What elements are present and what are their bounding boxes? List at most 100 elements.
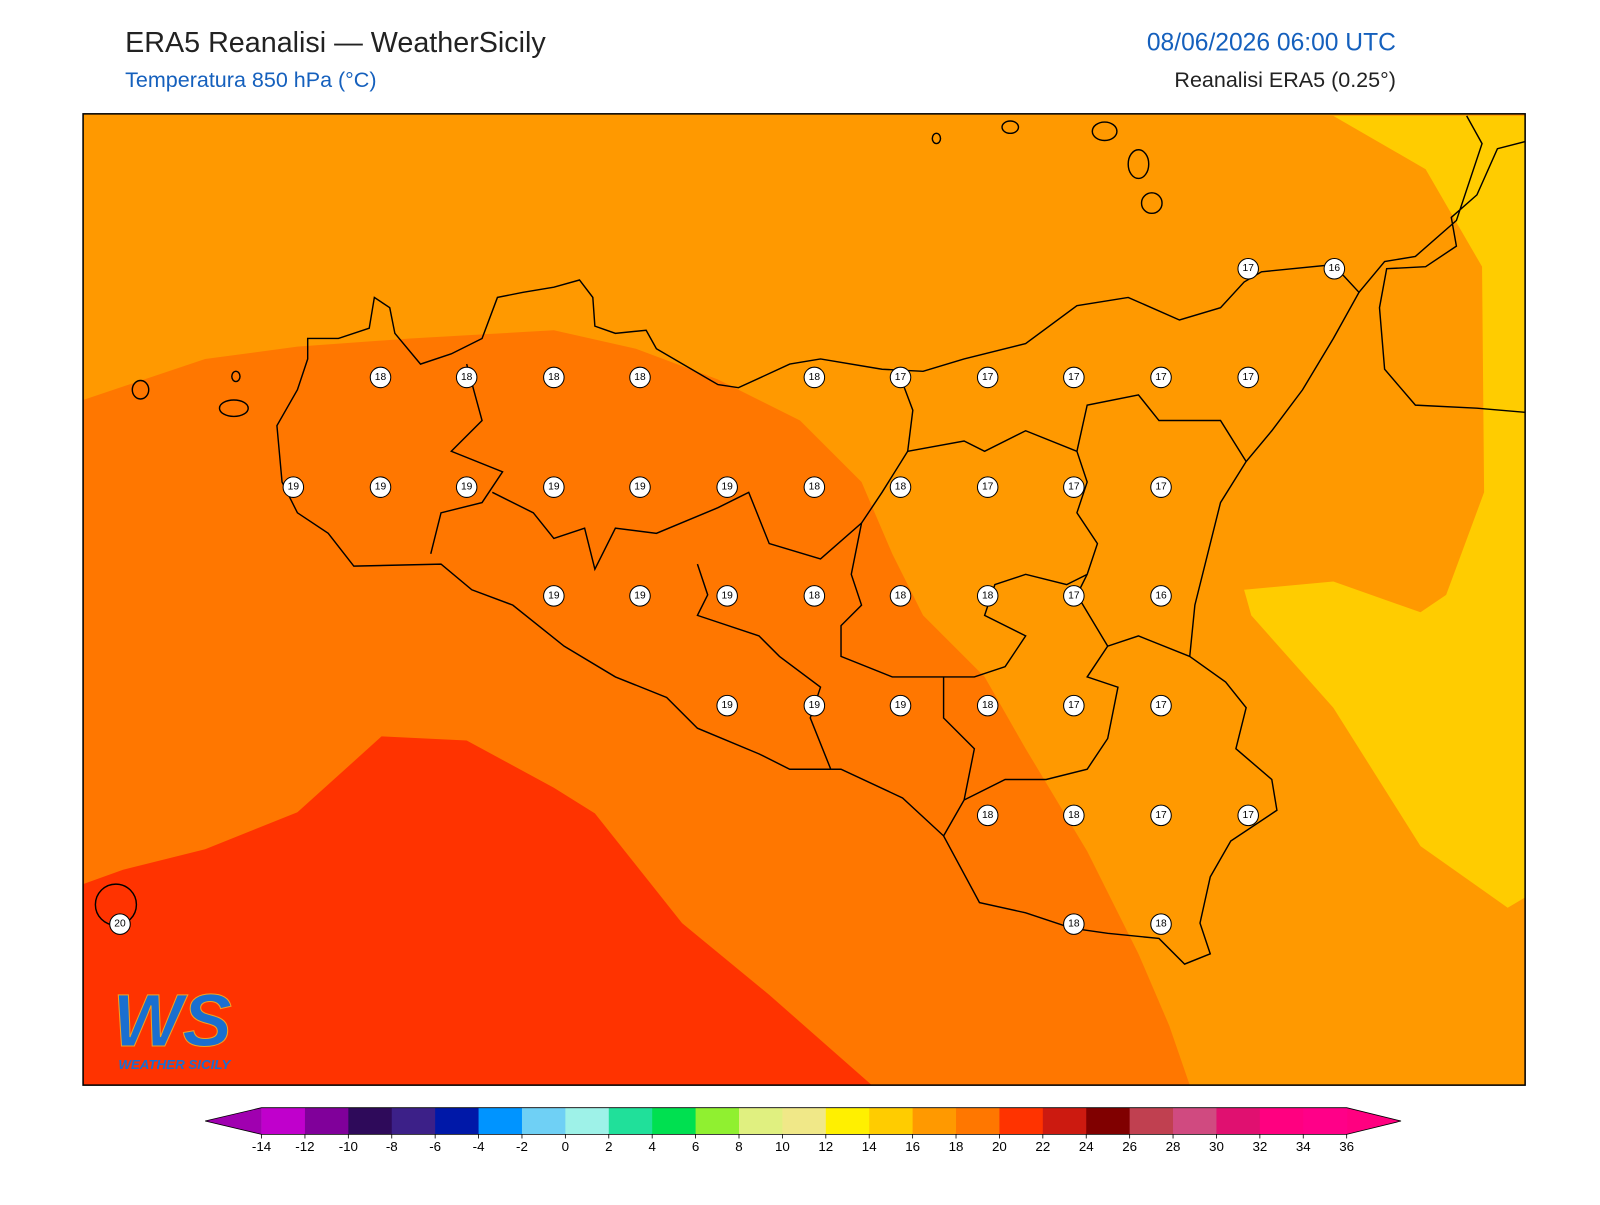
logo: WS WEATHER SICILY <box>112 979 232 1073</box>
station-marker <box>1150 913 1172 935</box>
station-value: 17 <box>1155 700 1167 711</box>
colorbar-segment <box>521 1107 566 1135</box>
colorbar-segment <box>1303 1107 1348 1135</box>
colorbar-tick-label: 2 <box>605 1139 612 1154</box>
station-value: 16 <box>1329 263 1341 274</box>
station-marker <box>889 585 912 607</box>
island <box>218 399 249 418</box>
station-value: 17 <box>1155 482 1167 493</box>
station-marker <box>369 366 392 389</box>
map-area <box>83 113 1526 1086</box>
station-value: 17 <box>895 372 907 383</box>
station-marker <box>543 476 565 498</box>
station-marker <box>716 476 738 498</box>
station-value: 19 <box>809 700 821 711</box>
colorbar-segment <box>738 1107 783 1135</box>
colorbar-tick-label: 28 <box>1166 1139 1181 1154</box>
source: Reanalisi ERA5 (0.25°) <box>1174 68 1395 92</box>
map-frame <box>82 113 1526 1086</box>
island <box>131 379 150 400</box>
colorbar-segment <box>435 1107 480 1135</box>
station-marker <box>716 694 738 717</box>
colorbar: -14 -12 -10 -8 -6 -4 -2 0 2 4 6 8 10 12 14 16 18 20 22 24 26… <box>205 1107 1402 1154</box>
coastlines <box>94 115 1526 965</box>
station-marker <box>1237 804 1259 827</box>
logo-mark: WS <box>113 979 232 1062</box>
colorbar-segment <box>999 1107 1044 1135</box>
colorbar-segment <box>608 1107 653 1135</box>
station-marker <box>282 476 305 498</box>
station-marker <box>1150 585 1172 607</box>
station-value: 19 <box>548 482 560 493</box>
station-value: 18 <box>982 700 994 711</box>
station-marker <box>1150 366 1172 389</box>
colorbar-segment <box>261 1107 306 1135</box>
station-value: 18 <box>895 482 907 493</box>
station-value: 17 <box>1068 700 1080 711</box>
datetime: 08/06/2026 06:00 UTC <box>1147 30 1396 57</box>
colorbar-tick-label: 8 <box>735 1139 742 1154</box>
station-marker <box>716 585 738 607</box>
station-value: 19 <box>461 482 473 493</box>
colorbar-segment <box>565 1107 610 1135</box>
station-value: 19 <box>721 482 733 493</box>
station-value: 18 <box>809 590 821 601</box>
station-value: 18 <box>1155 919 1167 930</box>
province-borders <box>430 363 1247 837</box>
colorbar-segment <box>1129 1107 1174 1135</box>
colorbar-tick-label: 22 <box>1035 1139 1050 1154</box>
station-marker <box>629 476 651 498</box>
colorbar-tick-label: -2 <box>516 1139 528 1154</box>
colorbar-tick-label: -8 <box>386 1139 398 1154</box>
colorbar-segment <box>348 1107 393 1135</box>
colorbar-over <box>1346 1107 1402 1135</box>
colorbar-segment <box>912 1107 957 1135</box>
sicily-coast <box>276 263 1360 965</box>
station-value: 17 <box>1243 263 1255 274</box>
colorbar-segment <box>652 1107 697 1135</box>
colorbar-segment <box>1216 1107 1261 1135</box>
station-value: 18 <box>895 590 907 601</box>
station-value: 19 <box>288 482 300 493</box>
island <box>1001 120 1020 135</box>
colorbar-tick-label: 34 <box>1296 1139 1311 1154</box>
station-value: 18 <box>634 372 646 383</box>
colorbar-tick-label: -10 <box>339 1139 358 1154</box>
station-value: 16 <box>1155 590 1167 601</box>
station-value: 17 <box>1068 372 1080 383</box>
colorbar-tick-label: 26 <box>1122 1139 1137 1154</box>
station-marker <box>1063 694 1085 717</box>
station-marker <box>543 585 565 607</box>
colorbar-tick-label: 18 <box>949 1139 964 1154</box>
station-value: 17 <box>1068 482 1080 493</box>
station-value: 17 <box>982 372 994 383</box>
colorbar-tick-label: -14 <box>252 1139 272 1154</box>
field-14-16 <box>1244 115 1526 908</box>
colorbar-tick-label: 10 <box>775 1139 790 1154</box>
field-20-22 <box>83 736 872 1086</box>
station-marker <box>1063 804 1085 827</box>
colorbar-segment <box>782 1107 827 1135</box>
station-marker <box>889 366 912 389</box>
station-value: 19 <box>634 590 646 601</box>
colorbar-tick-label: 14 <box>862 1139 877 1154</box>
station-value: 19 <box>548 590 560 601</box>
colorbar-segment <box>1086 1107 1131 1135</box>
station-value: 20 <box>114 919 126 930</box>
station-marker <box>889 694 912 717</box>
station-marker <box>109 913 131 935</box>
station-value: 18 <box>982 810 994 821</box>
colorbar-tick-label: 0 <box>562 1139 569 1154</box>
station-marker <box>803 694 826 717</box>
station-value: 17 <box>1068 590 1080 601</box>
station-marker <box>1323 257 1346 280</box>
station-marker <box>1150 694 1172 717</box>
station-value: 17 <box>1155 372 1167 383</box>
station-marker <box>1150 476 1172 498</box>
colorbar-segment <box>304 1107 349 1135</box>
station-marker <box>543 366 565 389</box>
station-marker <box>1150 804 1172 827</box>
station-marker <box>803 476 826 498</box>
colorbar-tick-label: -12 <box>295 1139 314 1154</box>
island <box>1091 121 1118 142</box>
